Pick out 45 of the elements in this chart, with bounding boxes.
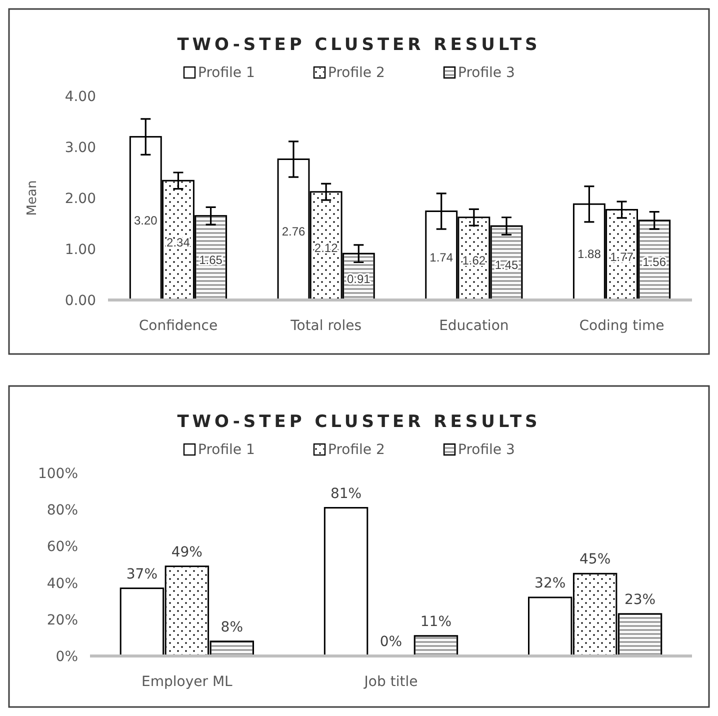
data-label: 81% (330, 486, 362, 502)
y-tick-label: 20% (46, 612, 78, 628)
data-label: 1.65 (199, 252, 223, 267)
data-label: 2.34 (166, 235, 190, 250)
x-tick-label: Job title (363, 674, 418, 690)
y-tick-label: 40% (46, 576, 78, 592)
y-tick-label: 100% (38, 466, 78, 482)
y-tick-label: 80% (46, 502, 78, 519)
data-label: 1.45 (494, 258, 519, 272)
data-label: 49% (171, 544, 202, 560)
data-label: 23% (624, 592, 656, 608)
y-tick-label: 3.00 (64, 140, 96, 156)
data-label: 11% (420, 614, 452, 630)
legend-label: Profile 1 (198, 442, 255, 458)
y-tick-label: 2.00 (64, 191, 96, 207)
data-label: 1.88 (578, 247, 602, 262)
data-label: 37% (126, 566, 158, 582)
data-label: 32% (534, 575, 566, 592)
y-axis-title: Mean (25, 180, 40, 216)
x-tick-label: Education (439, 318, 509, 334)
y-tick-label: 0% (56, 649, 78, 665)
data-label: 8% (220, 619, 244, 636)
x-tick-label: Confidence (138, 318, 218, 334)
y-tick-label: 1.00 (64, 242, 96, 258)
y-tick-label: 0.00 (64, 293, 96, 309)
data-label: 1.74 (430, 250, 454, 265)
data-label: 1.77 (610, 250, 634, 264)
y-tick-label: 4.00 (64, 89, 96, 105)
data-label: 2.12 (314, 240, 338, 255)
legend-label: Profile 1 (198, 65, 255, 81)
chart-title: TWO-STEP CLUSTER RESULTS (177, 35, 541, 55)
y-tick-label: 60% (46, 539, 78, 556)
legend-label: Profile 3 (458, 442, 515, 458)
legend-label: Profile 2 (328, 442, 385, 458)
data-label: 0% (380, 634, 402, 650)
x-tick-label: Employer ML (142, 674, 233, 690)
data-label: 1.62 (462, 254, 486, 268)
legend-label: Profile 3 (458, 65, 515, 81)
legend-label: Profile 2 (328, 65, 385, 81)
x-tick-label: Coding time (579, 318, 664, 334)
data-label: 3.20 (134, 213, 158, 228)
data-label: 45% (580, 552, 611, 568)
data-label: 2.76 (282, 224, 306, 239)
x-tick-label: Total roles (290, 318, 362, 334)
chart-title: TWO-STEP CLUSTER RESULTS (177, 412, 541, 432)
